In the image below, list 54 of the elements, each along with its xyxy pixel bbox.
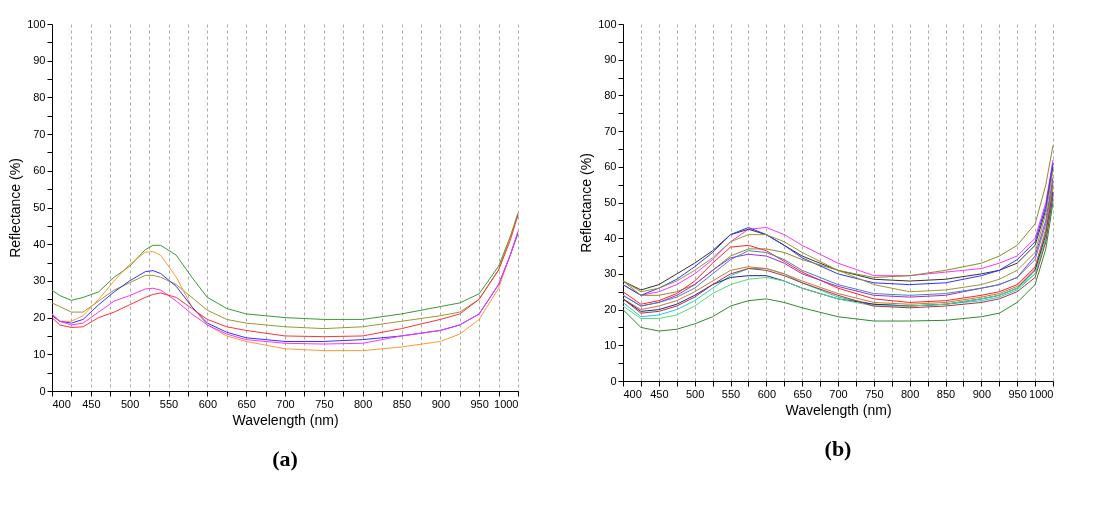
x-axis-title: Wavelength (nm) [785, 401, 892, 418]
x-tick-label: 650 [237, 397, 256, 410]
x-tick-label: 550 [721, 387, 741, 400]
x-tick-label: 850 [936, 387, 956, 400]
y-axis-title: Reflectance (%) [7, 158, 24, 258]
x-tick-label: 950 [1008, 387, 1027, 400]
y-tick-label: 70 [33, 127, 46, 140]
x-tick-label: 950 [470, 397, 489, 410]
y-tick-label: 20 [33, 311, 46, 324]
x-tick-label: 700 [829, 387, 848, 400]
x-tick-label: 500 [120, 397, 140, 410]
x-tick-label: 600 [757, 387, 777, 400]
x-tick-label: 500 [685, 387, 705, 400]
y-axis-title: Reflectance (%) [578, 153, 595, 253]
x-tick-label: 700 [276, 397, 295, 410]
x-tick-label: 850 [392, 397, 412, 410]
x-axis-title: Wavelength (nm) [232, 411, 339, 428]
y-tick-label: 30 [33, 274, 46, 287]
x-tick-label: 550 [159, 397, 179, 410]
y-tick-label: 40 [604, 231, 617, 244]
y-tick-label: 0 [39, 384, 46, 397]
x-tick-label: 400 [52, 397, 71, 410]
x-tick-label: 800 [353, 397, 373, 410]
y-tick-label: 90 [604, 53, 617, 66]
y-tick-label: 20 [604, 303, 617, 316]
y-tick-label: 100 [598, 17, 617, 30]
y-tick-label: 10 [33, 347, 46, 360]
x-tick-label: 450 [82, 397, 101, 410]
x-tick-label: 450 [650, 387, 669, 400]
text: (b) [824, 436, 852, 461]
x-tick-label: 400 [623, 387, 642, 400]
x-tick-label: 900 [431, 397, 451, 410]
y-tick-label: 40 [33, 237, 46, 250]
x-tick-label: 1000 [494, 397, 519, 410]
y-tick-label: 50 [604, 196, 617, 208]
y-tick-label: 80 [33, 90, 46, 103]
y-tick-label: 0 [610, 374, 617, 387]
y-tick-label: 90 [33, 54, 46, 67]
x-tick-label: 750 [315, 397, 334, 410]
x-tick-label: 1000 [1029, 387, 1054, 400]
x-tick-label: 600 [198, 397, 218, 410]
y-tick-label: 80 [604, 88, 617, 101]
x-tick-label: 650 [793, 387, 812, 400]
y-tick-label: 60 [33, 164, 46, 177]
text: (a) [272, 446, 298, 471]
y-tick-label: 70 [604, 124, 617, 137]
y-tick-label: 10 [604, 338, 617, 351]
x-tick-label: 900 [972, 387, 992, 400]
y-tick-label: 60 [604, 160, 617, 173]
x-tick-label: 750 [865, 387, 884, 400]
y-tick-label: 100 [27, 17, 46, 30]
x-tick-label: 800 [900, 387, 920, 400]
y-tick-label: 30 [604, 267, 617, 280]
y-tick-label: 50 [33, 201, 46, 213]
